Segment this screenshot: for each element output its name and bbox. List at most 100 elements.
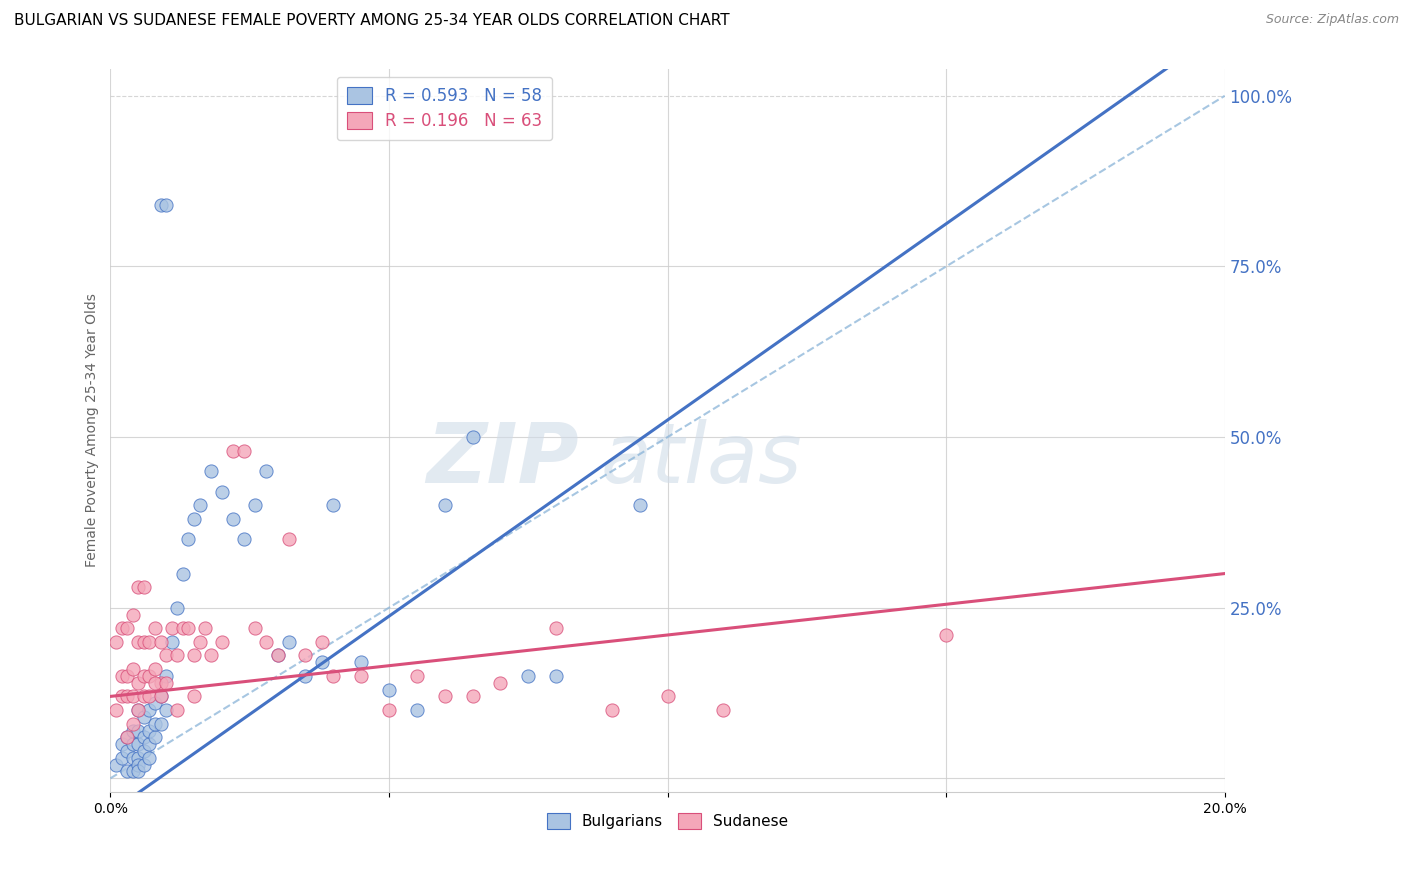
Point	[143, 662, 166, 676]
Point	[433, 498, 456, 512]
Point	[378, 682, 401, 697]
Point	[132, 744, 155, 758]
Point	[121, 764, 143, 779]
Point	[143, 696, 166, 710]
Point	[350, 669, 373, 683]
Point	[245, 621, 267, 635]
Point	[143, 716, 166, 731]
Point	[378, 703, 401, 717]
Point	[183, 648, 205, 663]
Point	[200, 464, 222, 478]
Point	[110, 737, 132, 751]
Point	[311, 655, 333, 669]
Point	[132, 669, 155, 683]
Point	[433, 690, 456, 704]
Point	[188, 498, 211, 512]
Point	[222, 443, 245, 458]
Point	[127, 723, 149, 738]
Point	[115, 731, 138, 745]
Point	[628, 498, 651, 512]
Point	[517, 669, 540, 683]
Point	[546, 669, 568, 683]
Point	[277, 533, 299, 547]
Point	[350, 655, 373, 669]
Point	[138, 703, 160, 717]
Point	[138, 723, 160, 738]
Point	[132, 635, 155, 649]
Point	[711, 703, 734, 717]
Point	[188, 635, 211, 649]
Point	[177, 621, 200, 635]
Point	[155, 675, 177, 690]
Point	[222, 512, 245, 526]
Point	[143, 675, 166, 690]
Point	[233, 533, 256, 547]
Point	[149, 198, 172, 212]
Point	[657, 690, 679, 704]
Point	[127, 764, 149, 779]
Point	[935, 628, 957, 642]
Point	[115, 621, 138, 635]
Point	[155, 669, 177, 683]
Point	[489, 675, 512, 690]
Point	[121, 662, 143, 676]
Point	[121, 737, 143, 751]
Point	[121, 723, 143, 738]
Point	[177, 533, 200, 547]
Point	[115, 669, 138, 683]
Point	[149, 716, 172, 731]
Point	[127, 635, 149, 649]
Point	[160, 621, 183, 635]
Point	[245, 498, 267, 512]
Point	[266, 648, 288, 663]
Point	[166, 703, 188, 717]
Point	[138, 690, 160, 704]
Point	[138, 669, 160, 683]
Point	[233, 443, 256, 458]
Text: BULGARIAN VS SUDANESE FEMALE POVERTY AMONG 25-34 YEAR OLDS CORRELATION CHART: BULGARIAN VS SUDANESE FEMALE POVERTY AMO…	[14, 13, 730, 29]
Point	[121, 716, 143, 731]
Text: Source: ZipAtlas.com: Source: ZipAtlas.com	[1265, 13, 1399, 27]
Y-axis label: Female Poverty Among 25-34 Year Olds: Female Poverty Among 25-34 Year Olds	[86, 293, 100, 567]
Point	[143, 621, 166, 635]
Point	[166, 648, 188, 663]
Point	[115, 690, 138, 704]
Point	[138, 635, 160, 649]
Point	[132, 757, 155, 772]
Text: ZIP: ZIP	[426, 418, 578, 500]
Point	[132, 731, 155, 745]
Point	[127, 703, 149, 717]
Point	[155, 198, 177, 212]
Point	[277, 635, 299, 649]
Point	[110, 621, 132, 635]
Point	[254, 635, 277, 649]
Point	[110, 669, 132, 683]
Point	[149, 635, 172, 649]
Point	[294, 669, 316, 683]
Point	[143, 731, 166, 745]
Point	[104, 703, 127, 717]
Point	[132, 580, 155, 594]
Point	[127, 751, 149, 765]
Point	[110, 751, 132, 765]
Point	[266, 648, 288, 663]
Point	[172, 566, 194, 581]
Point	[155, 648, 177, 663]
Point	[115, 731, 138, 745]
Point	[600, 703, 623, 717]
Point	[110, 690, 132, 704]
Legend: Bulgarians, Sudanese: Bulgarians, Sudanese	[540, 806, 794, 835]
Point	[311, 635, 333, 649]
Point	[127, 703, 149, 717]
Point	[160, 635, 183, 649]
Point	[104, 635, 127, 649]
Point	[127, 737, 149, 751]
Point	[104, 757, 127, 772]
Point	[121, 751, 143, 765]
Point	[127, 580, 149, 594]
Point	[211, 635, 233, 649]
Point	[132, 690, 155, 704]
Point	[254, 464, 277, 478]
Point	[294, 648, 316, 663]
Point	[322, 669, 344, 683]
